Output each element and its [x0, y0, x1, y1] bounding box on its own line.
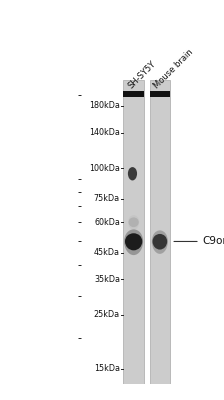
Text: 35kDa: 35kDa: [94, 275, 120, 284]
Text: 180kDa: 180kDa: [89, 102, 120, 110]
Text: 75kDa: 75kDa: [94, 194, 120, 203]
Ellipse shape: [153, 234, 167, 250]
Text: C9orf72: C9orf72: [174, 236, 224, 246]
Bar: [150, 80, 170, 384]
Text: 45kDa: 45kDa: [94, 248, 120, 257]
Text: 25kDa: 25kDa: [94, 310, 120, 319]
Text: 140kDa: 140kDa: [89, 128, 120, 137]
Text: Mouse brain: Mouse brain: [152, 48, 195, 91]
Ellipse shape: [128, 167, 137, 180]
Text: 100kDa: 100kDa: [89, 164, 120, 173]
Text: 60kDa: 60kDa: [94, 218, 120, 227]
Ellipse shape: [129, 218, 139, 227]
Ellipse shape: [128, 215, 139, 230]
Bar: [123, 91, 144, 98]
Ellipse shape: [152, 230, 168, 254]
Bar: [123, 80, 144, 384]
Bar: [150, 91, 170, 98]
Ellipse shape: [125, 233, 142, 250]
Ellipse shape: [124, 229, 143, 255]
Text: SH-SY5Y: SH-SY5Y: [126, 60, 157, 91]
Text: 15kDa: 15kDa: [94, 364, 120, 373]
